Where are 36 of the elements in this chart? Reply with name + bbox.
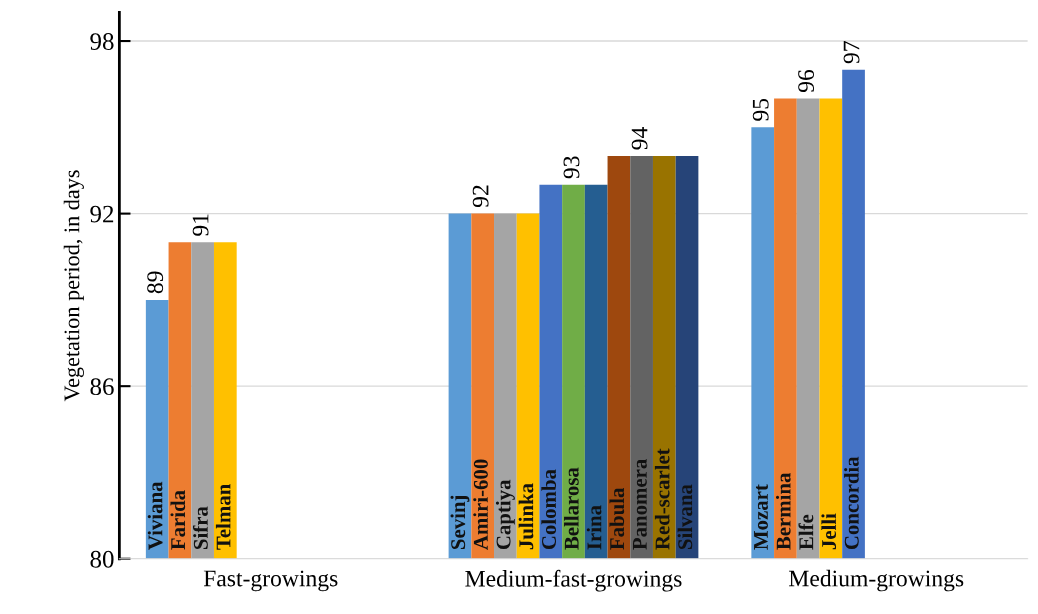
series-label: Mozart xyxy=(754,484,768,550)
series-label: Sifra xyxy=(192,506,208,549)
y-tick-label: 80 xyxy=(90,550,114,568)
series-label: Captiya xyxy=(495,479,515,550)
x-tick-label: Medium-fast-growings xyxy=(465,569,682,592)
series-label: Farida xyxy=(170,490,186,550)
y-axis-title: Vegetation period, in days xyxy=(63,170,84,402)
y-tick-label: 86 xyxy=(90,378,114,396)
series-label: Elfe xyxy=(798,514,814,550)
data-label: 89 xyxy=(147,271,164,294)
data-label: 92 xyxy=(472,185,489,208)
data-label: 91 xyxy=(192,214,209,236)
series-label: Telman xyxy=(215,484,231,550)
data-label: 96 xyxy=(798,69,815,93)
series-label: Fabula xyxy=(609,487,625,550)
series-label: Panomera xyxy=(632,459,647,550)
series-label: Bermina xyxy=(775,472,791,550)
series-label: Colomba xyxy=(541,469,556,550)
data-label: 94 xyxy=(631,127,648,150)
series-label: Bellarosa xyxy=(564,467,579,550)
series-label: Viviana xyxy=(147,481,163,550)
data-label: 93 xyxy=(563,156,580,179)
series-label: Concordia xyxy=(844,456,859,550)
data-label: 95 xyxy=(752,98,769,121)
data-label: 97 xyxy=(843,41,860,64)
series-label: Irina xyxy=(586,505,602,550)
y-tick-label: 92 xyxy=(90,205,114,223)
y-tick-label: 98 xyxy=(90,33,114,50)
series-label: Sevinj xyxy=(450,495,470,549)
series-label: Jelli xyxy=(821,513,837,550)
series-label: Julinka xyxy=(518,483,534,550)
series-label: Silvana xyxy=(677,484,693,549)
x-tick-label: Medium-growings xyxy=(789,569,964,592)
series-label: Red-scarlet xyxy=(654,448,670,550)
series-label: Amiri-600 xyxy=(473,459,488,550)
x-tick-label: Fast-growings xyxy=(203,570,338,592)
